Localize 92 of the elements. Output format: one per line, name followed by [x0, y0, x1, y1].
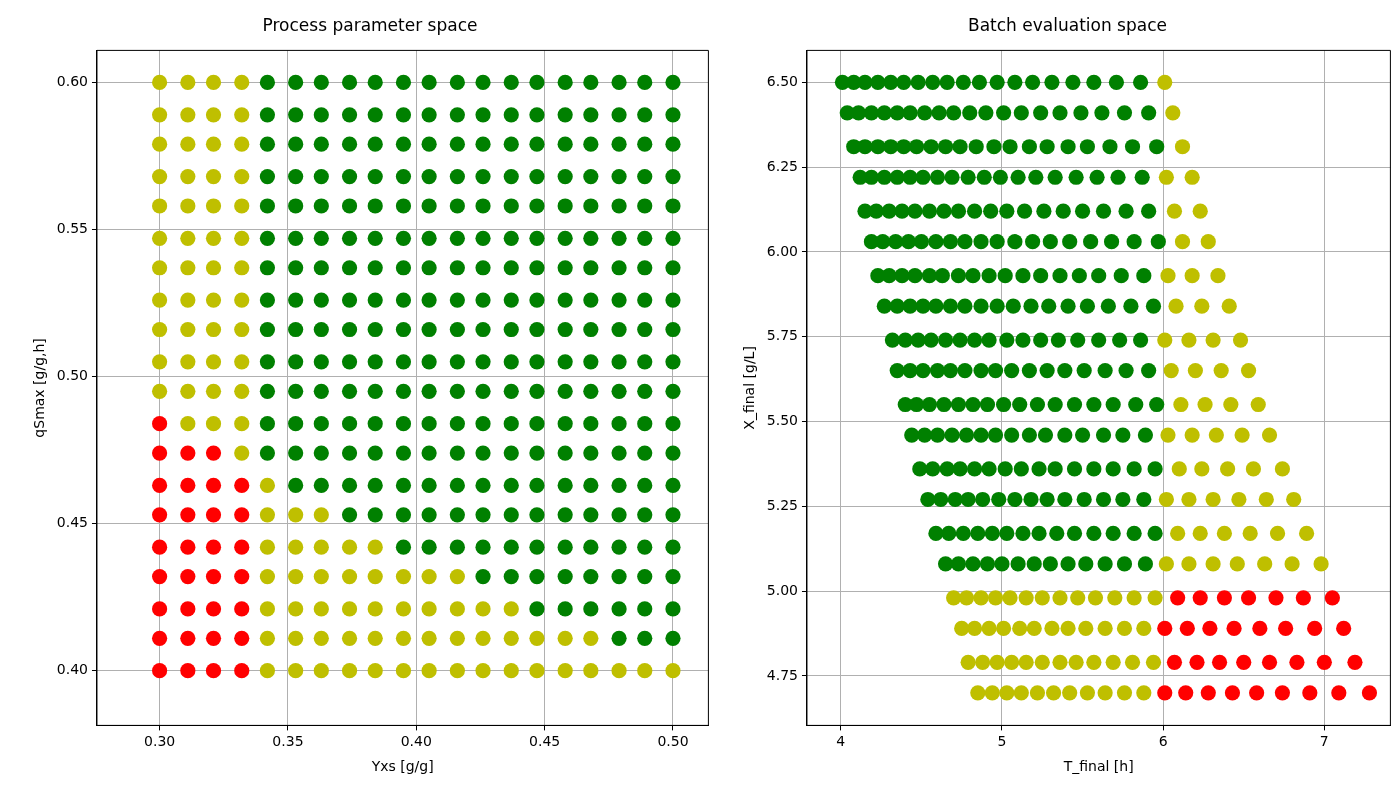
chart-title: Process parameter space	[262, 14, 478, 35]
point	[205, 630, 222, 646]
x-tick-label: 0.45	[529, 733, 561, 750]
x-tick-label: 0.50	[657, 733, 689, 750]
point	[1347, 654, 1363, 670]
point	[1211, 654, 1228, 670]
point	[205, 539, 222, 555]
point	[180, 507, 196, 523]
point	[205, 445, 222, 461]
y-tick-label: 4.75	[766, 666, 798, 683]
point	[180, 568, 196, 585]
point	[1316, 654, 1332, 670]
x-tick-label: 5	[997, 733, 1007, 750]
x-tick-label: 0.30	[144, 733, 176, 750]
point	[1202, 620, 1218, 636]
point	[1200, 685, 1216, 701]
point	[1178, 685, 1194, 701]
point	[152, 601, 168, 617]
point	[1331, 685, 1347, 701]
point	[234, 539, 250, 555]
point	[152, 445, 168, 461]
point	[152, 663, 168, 679]
point	[1278, 620, 1294, 636]
x-tick-label: 0.35	[272, 733, 304, 750]
point	[180, 601, 196, 617]
point	[152, 630, 168, 646]
point	[1295, 590, 1311, 606]
point	[205, 568, 222, 585]
point	[1268, 590, 1284, 606]
point	[1274, 685, 1291, 701]
point	[1157, 685, 1173, 701]
point	[1179, 620, 1195, 636]
point	[1336, 620, 1352, 636]
point	[152, 416, 168, 432]
point	[1240, 590, 1257, 606]
point	[1236, 654, 1252, 670]
y-tick-label: 5.50	[766, 412, 798, 429]
point	[234, 477, 250, 493]
chart-title: Batch evaluation space	[968, 14, 1167, 35]
point	[1249, 685, 1265, 701]
x-tick-label: 6	[1158, 733, 1168, 750]
point	[180, 477, 196, 493]
point	[180, 663, 196, 679]
point	[234, 663, 250, 679]
point	[234, 568, 250, 585]
y-tick-label: 0.55	[56, 220, 88, 237]
point	[152, 568, 168, 585]
point	[152, 539, 168, 555]
point	[180, 630, 196, 646]
point	[1157, 620, 1173, 636]
point	[152, 507, 168, 523]
x-axis-title: T_final [h]	[1062, 758, 1134, 775]
point	[1307, 620, 1323, 636]
x-tick-label: 7	[1319, 733, 1329, 750]
point	[1302, 685, 1318, 701]
point	[1166, 654, 1183, 670]
y-axis-title: X_final [g/L]	[741, 346, 758, 430]
point	[1361, 685, 1378, 701]
y-tick-label: 5.25	[766, 496, 798, 513]
point	[152, 477, 168, 493]
y-tick-label: 6.50	[766, 72, 798, 89]
point	[1289, 654, 1305, 670]
y-tick-label: 5.00	[766, 581, 798, 598]
point	[234, 601, 250, 617]
point	[1170, 590, 1186, 606]
y-tick-label: 5.75	[766, 327, 798, 344]
point	[1216, 590, 1232, 606]
point	[205, 601, 222, 617]
y-axis-title: qSmax [g/g,h]	[31, 338, 48, 438]
point	[1324, 590, 1340, 606]
y-tick-label: 0.40	[56, 661, 88, 678]
x-tick-label: 4	[836, 733, 846, 750]
point	[205, 477, 222, 493]
point	[1224, 685, 1241, 701]
y-tick-label: 6.25	[766, 157, 798, 174]
point	[180, 539, 196, 555]
point	[1226, 620, 1242, 636]
point	[205, 663, 222, 679]
x-tick-label: 0.40	[400, 733, 432, 750]
point	[1189, 654, 1205, 670]
point	[234, 507, 250, 523]
point	[180, 445, 196, 461]
y-tick-label: 0.50	[56, 367, 88, 384]
point	[1192, 590, 1208, 606]
point	[1252, 620, 1268, 636]
x-axis-title: Yxs [g/g]	[370, 758, 434, 775]
y-tick-label: 0.60	[56, 73, 88, 90]
y-tick-label: 0.45	[56, 514, 88, 531]
point	[234, 630, 250, 646]
point	[205, 507, 222, 523]
y-tick-label: 6.00	[766, 242, 798, 259]
point	[1261, 654, 1278, 670]
